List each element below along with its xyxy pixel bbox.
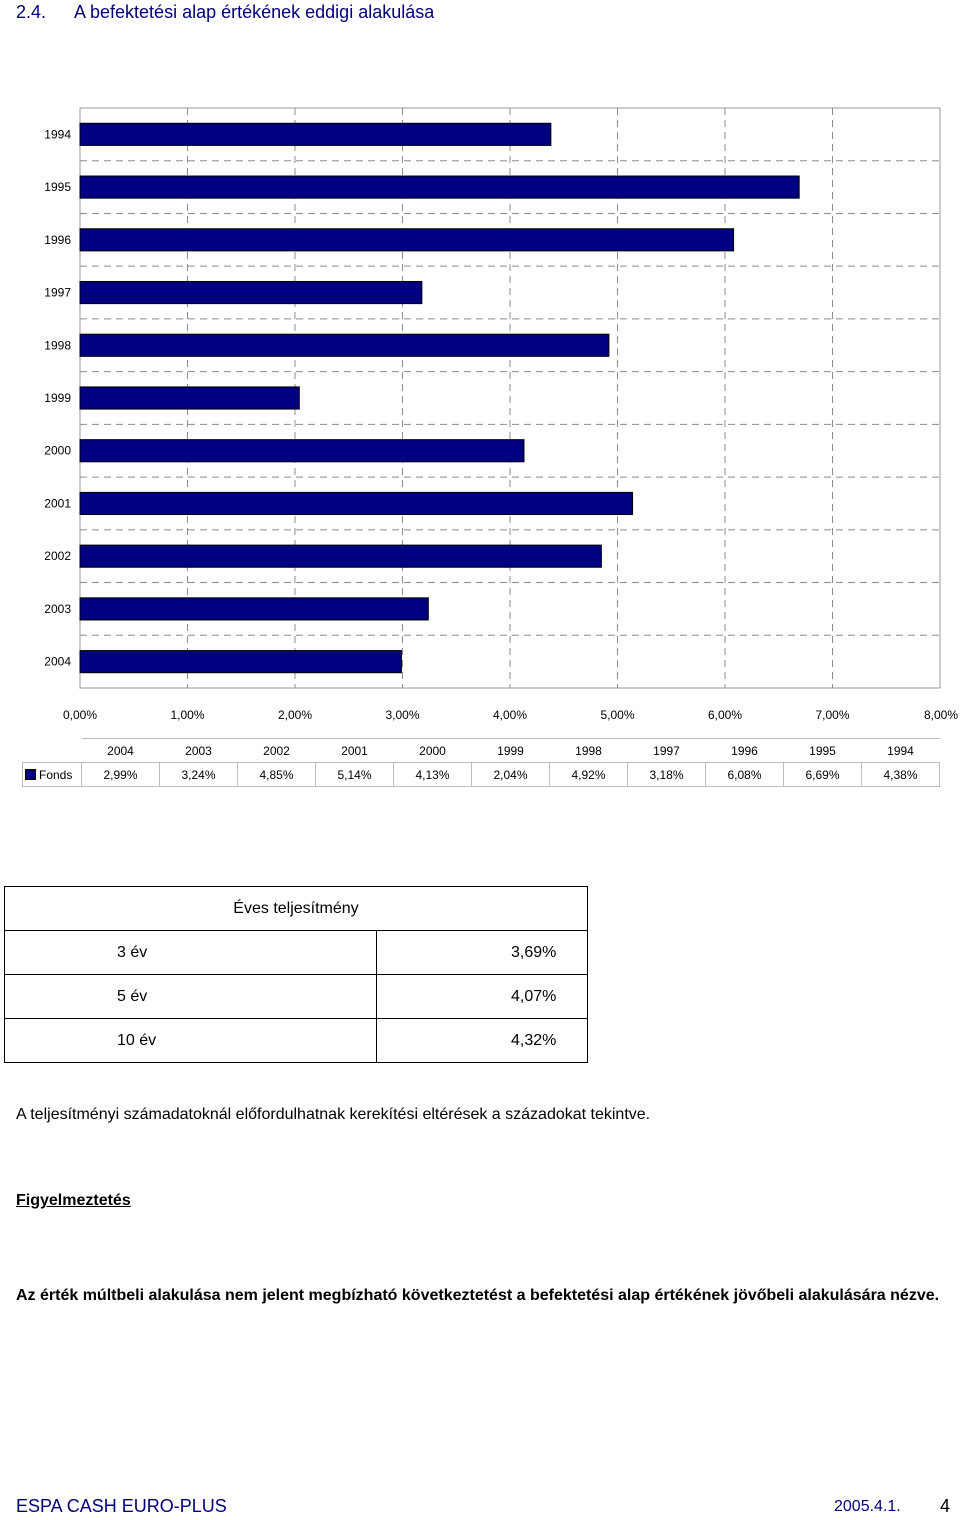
category-label: 2004 — [44, 655, 71, 669]
section-title: 2.4. A befektetési alap értékének eddigi … — [16, 0, 434, 24]
data-table-year: 2002 — [237, 738, 316, 763]
section-heading: A befektetési alap értékének eddigi alak… — [74, 2, 435, 22]
performance-header-row: Éves teljesítmény — [4, 886, 588, 931]
performance-table: Éves teljesítmény 3 év 3,69% 5 év 4,07% … — [4, 886, 588, 1063]
data-table-year: 1995 — [783, 738, 862, 763]
x-tick-label: 4,00% — [493, 708, 527, 722]
category-label: 2003 — [44, 602, 71, 616]
performance-row: 5 év 4,07% — [4, 974, 588, 1019]
data-table-value: 4,92% — [549, 762, 628, 787]
data-table-header-row: 2004 2003 2002 2001 2000 1999 1998 1997 1996 1995… — [23, 738, 940, 763]
data-table-value: 3,18% — [627, 762, 706, 787]
category-label: 1995 — [44, 180, 71, 194]
performance-value: 4,07% — [376, 974, 588, 1019]
data-table-values-row: Fonds 2,99% 3,24% 4,85% 5,14% 4,13% 2,04% 4,92… — [22, 762, 940, 787]
warning-title: Figyelmeztetés — [16, 1192, 131, 1209]
category-label: 1997 — [44, 286, 71, 300]
data-table-year: 2001 — [315, 738, 394, 763]
chart-data-table: 2004 2003 2002 2001 2000 1999 1998 1997 1996 1995… — [22, 738, 940, 787]
bar — [79, 597, 429, 621]
data-table-year: 1996 — [705, 738, 784, 763]
data-table-year: 1994 — [861, 738, 940, 763]
bar-chart: 1994 1995 1996 1997 1998 1999 2000 2001 2002 2003… — [0, 100, 960, 730]
warning-text: Az érték múltbeli alakulása nem jelent m… — [16, 1287, 940, 1304]
data-table-corner — [23, 739, 82, 763]
x-tick-label: 1,00% — [170, 708, 204, 722]
data-table-series-cell: Fonds — [22, 762, 82, 787]
performance-period: 5 év — [4, 974, 377, 1019]
data-table-year: 2004 — [81, 738, 160, 763]
footer-fund-name: ESPA CASH EURO-PLUS — [16, 1496, 227, 1516]
data-table-year: 1998 — [549, 738, 628, 763]
data-table-value: 6,08% — [705, 762, 784, 787]
performance-row: 3 év 3,69% — [4, 930, 588, 975]
data-table-series-label: Fonds — [39, 767, 73, 782]
bar-chart-svg: 1994 1995 1996 1997 1998 1999 2000 2001 2002 2003… — [44, 107, 958, 722]
category-label: 1999 — [44, 391, 71, 405]
bar — [79, 544, 602, 568]
bar — [79, 122, 552, 146]
footer-date: 2005.4.1. — [834, 1498, 901, 1515]
data-table-year: 2003 — [159, 738, 238, 763]
performance-header: Éves teljesítmény — [4, 886, 588, 931]
bar — [79, 439, 525, 463]
performance-value: 3,69% — [376, 930, 588, 975]
x-tick-label: 6,00% — [708, 708, 742, 722]
data-table-value: 3,24% — [159, 762, 238, 787]
section-number: 2.4. — [16, 2, 47, 22]
x-tick-label: 5,00% — [600, 708, 634, 722]
category-label: 1998 — [44, 338, 71, 352]
data-table-value: 5,14% — [315, 762, 394, 787]
footer-page-number: 4 — [940, 1496, 951, 1516]
bar — [79, 650, 402, 674]
x-tick-label: 0,00% — [63, 708, 97, 722]
data-table-value: 2,99% — [81, 762, 160, 787]
data-table-year: 2000 — [393, 738, 472, 763]
legend-key — [25, 768, 36, 780]
bar — [79, 228, 735, 252]
category-label: 1996 — [44, 233, 71, 247]
category-label: 1994 — [44, 127, 71, 141]
x-tick-label: 2,00% — [278, 708, 312, 722]
data-table-year: 1997 — [627, 738, 706, 763]
bar — [79, 386, 300, 410]
performance-period: 10 év — [4, 1018, 377, 1063]
x-tick-label: 7,00% — [815, 708, 849, 722]
category-label: 2002 — [44, 549, 71, 563]
data-table-value: 4,85% — [237, 762, 316, 787]
performance-value: 4,32% — [376, 1018, 588, 1063]
data-table-value: 2,04% — [471, 762, 550, 787]
bar — [79, 280, 423, 305]
data-table-value: 6,69% — [783, 762, 862, 787]
category-label: 2001 — [44, 496, 71, 510]
x-tick-label: 8,00% — [924, 708, 958, 722]
bar — [79, 175, 800, 199]
performance-row: 10 év 4,32% — [4, 1018, 588, 1063]
data-table-value: 4,38% — [861, 762, 940, 787]
bar — [79, 333, 610, 357]
category-label: 2000 — [44, 444, 71, 458]
performance-period: 3 év — [4, 930, 377, 975]
x-tick-label: 3,00% — [385, 708, 419, 722]
data-table-year: 1999 — [471, 738, 550, 763]
rounding-note: A teljesítményi számadatoknál előfordulh… — [16, 1106, 651, 1123]
bar — [79, 491, 634, 516]
data-table-value: 4,13% — [393, 762, 472, 787]
